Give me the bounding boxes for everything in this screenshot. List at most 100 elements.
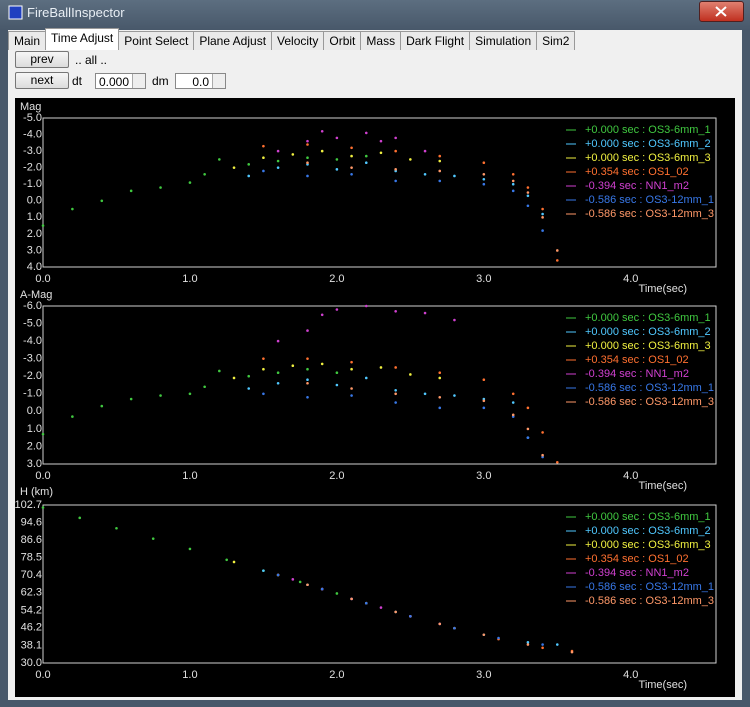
legend-label: +0.000 sec : OS3-6mm_1 <box>585 312 711 324</box>
data-point <box>262 169 265 173</box>
prev-button[interactable]: prev <box>15 51 69 68</box>
data-point <box>335 136 339 140</box>
data-point <box>335 592 339 595</box>
data-point <box>129 397 133 401</box>
data-point <box>247 174 251 178</box>
data-point <box>78 516 82 520</box>
tab[interactable]: Dark Flight <box>400 31 471 50</box>
data-point <box>438 376 442 380</box>
dt-input[interactable]: 0.000 <box>95 73 146 89</box>
data-point <box>511 401 515 404</box>
y-tick-label: 46.2 <box>21 622 42 634</box>
data-point <box>526 436 530 439</box>
window-title: FireBallInspector <box>27 5 125 20</box>
tab[interactable]: Point Select <box>118 31 195 50</box>
tab[interactable]: Time Adjust <box>45 28 120 50</box>
data-point <box>262 357 265 360</box>
data-point <box>453 394 456 397</box>
close-button[interactable] <box>699 1 744 22</box>
data-point <box>570 650 574 654</box>
x-tick-label: 2.0 <box>329 669 344 681</box>
data-point <box>320 129 324 133</box>
data-point <box>526 406 530 410</box>
data-point <box>482 399 486 403</box>
data-point <box>350 387 353 390</box>
data-point <box>203 385 206 389</box>
data-point <box>379 151 383 155</box>
data-point <box>453 626 456 630</box>
data-point <box>409 373 412 376</box>
x-tick-label: 0.0 <box>35 669 50 681</box>
tab[interactable]: Plane Adjust <box>193 31 273 50</box>
all-label: .. all .. <box>75 53 108 67</box>
data-point <box>276 381 280 385</box>
dm-input[interactable]: 0.0 <box>175 73 226 89</box>
data-point <box>556 460 559 464</box>
data-point <box>159 394 162 397</box>
y-tick-label: 86.6 <box>21 534 42 546</box>
data-point <box>350 360 353 364</box>
data-point <box>482 378 486 382</box>
data-point <box>306 367 309 371</box>
data-point <box>320 313 324 317</box>
y-tick-label: -4.0 <box>23 335 42 347</box>
app-icon <box>8 5 23 20</box>
data-point <box>232 166 236 169</box>
data-point <box>306 174 309 178</box>
data-point <box>379 606 383 609</box>
data-point <box>335 371 339 375</box>
data-point <box>276 573 280 577</box>
data-point <box>320 149 324 153</box>
dt-label: dt <box>72 74 83 88</box>
data-point <box>306 381 309 385</box>
tab[interactable]: Main <box>8 31 47 50</box>
x-tick-label: 2.0 <box>329 273 344 285</box>
y-tick-label: -3.0 <box>23 145 42 157</box>
data-point <box>423 311 427 315</box>
data-point <box>394 392 397 396</box>
tab[interactable]: Mass <box>360 31 402 50</box>
dm-spinner[interactable] <box>212 74 225 88</box>
data-point <box>394 179 397 183</box>
data-point <box>232 376 236 380</box>
tab[interactable]: Simulation <box>469 31 538 50</box>
data-point <box>438 395 442 399</box>
data-point <box>159 186 162 189</box>
data-point <box>151 537 155 540</box>
data-point <box>438 371 442 375</box>
legend-label: -0.586 sec : OS3-12mm_3 <box>585 208 714 220</box>
y-tick-label: -1.0 <box>23 388 42 400</box>
legend-label: +0.000 sec : OS3-6mm_3 <box>585 152 711 164</box>
x-tick-label: 0.0 <box>35 273 50 285</box>
tab[interactable]: Orbit <box>323 31 362 50</box>
tab[interactable]: Sim2 <box>536 31 576 50</box>
data-point <box>409 158 412 161</box>
x-tick-label: 4.0 <box>623 669 638 681</box>
y-tick-label: -3.0 <box>23 353 42 365</box>
data-point <box>41 506 45 509</box>
next-button[interactable]: next <box>15 72 69 89</box>
data-point <box>232 560 236 564</box>
x-tick-label: 3.0 <box>476 669 491 681</box>
tab[interactable]: Velocity <box>271 31 325 50</box>
data-point <box>350 146 353 150</box>
data-point <box>438 406 442 410</box>
data-point <box>379 366 383 369</box>
y-tick-label: -4.0 <box>23 128 42 140</box>
data-point <box>350 394 353 397</box>
data-point <box>526 643 530 646</box>
data-point <box>394 168 397 171</box>
data-point <box>364 304 368 308</box>
data-point <box>350 597 353 601</box>
data-point <box>335 308 339 311</box>
y-tick-label: -6.0 <box>23 300 42 312</box>
x-tick-label: 3.0 <box>476 273 491 285</box>
dt-spinner[interactable] <box>132 74 145 88</box>
data-point <box>188 181 192 184</box>
data-point <box>541 216 544 219</box>
legend-label: -0.586 sec : OS3-12mm_1 <box>585 581 714 593</box>
data-point <box>247 387 251 390</box>
y-tick-label: -2.0 <box>23 370 42 382</box>
y-tick-label: 94.6 <box>21 517 42 529</box>
data-point <box>188 547 192 551</box>
